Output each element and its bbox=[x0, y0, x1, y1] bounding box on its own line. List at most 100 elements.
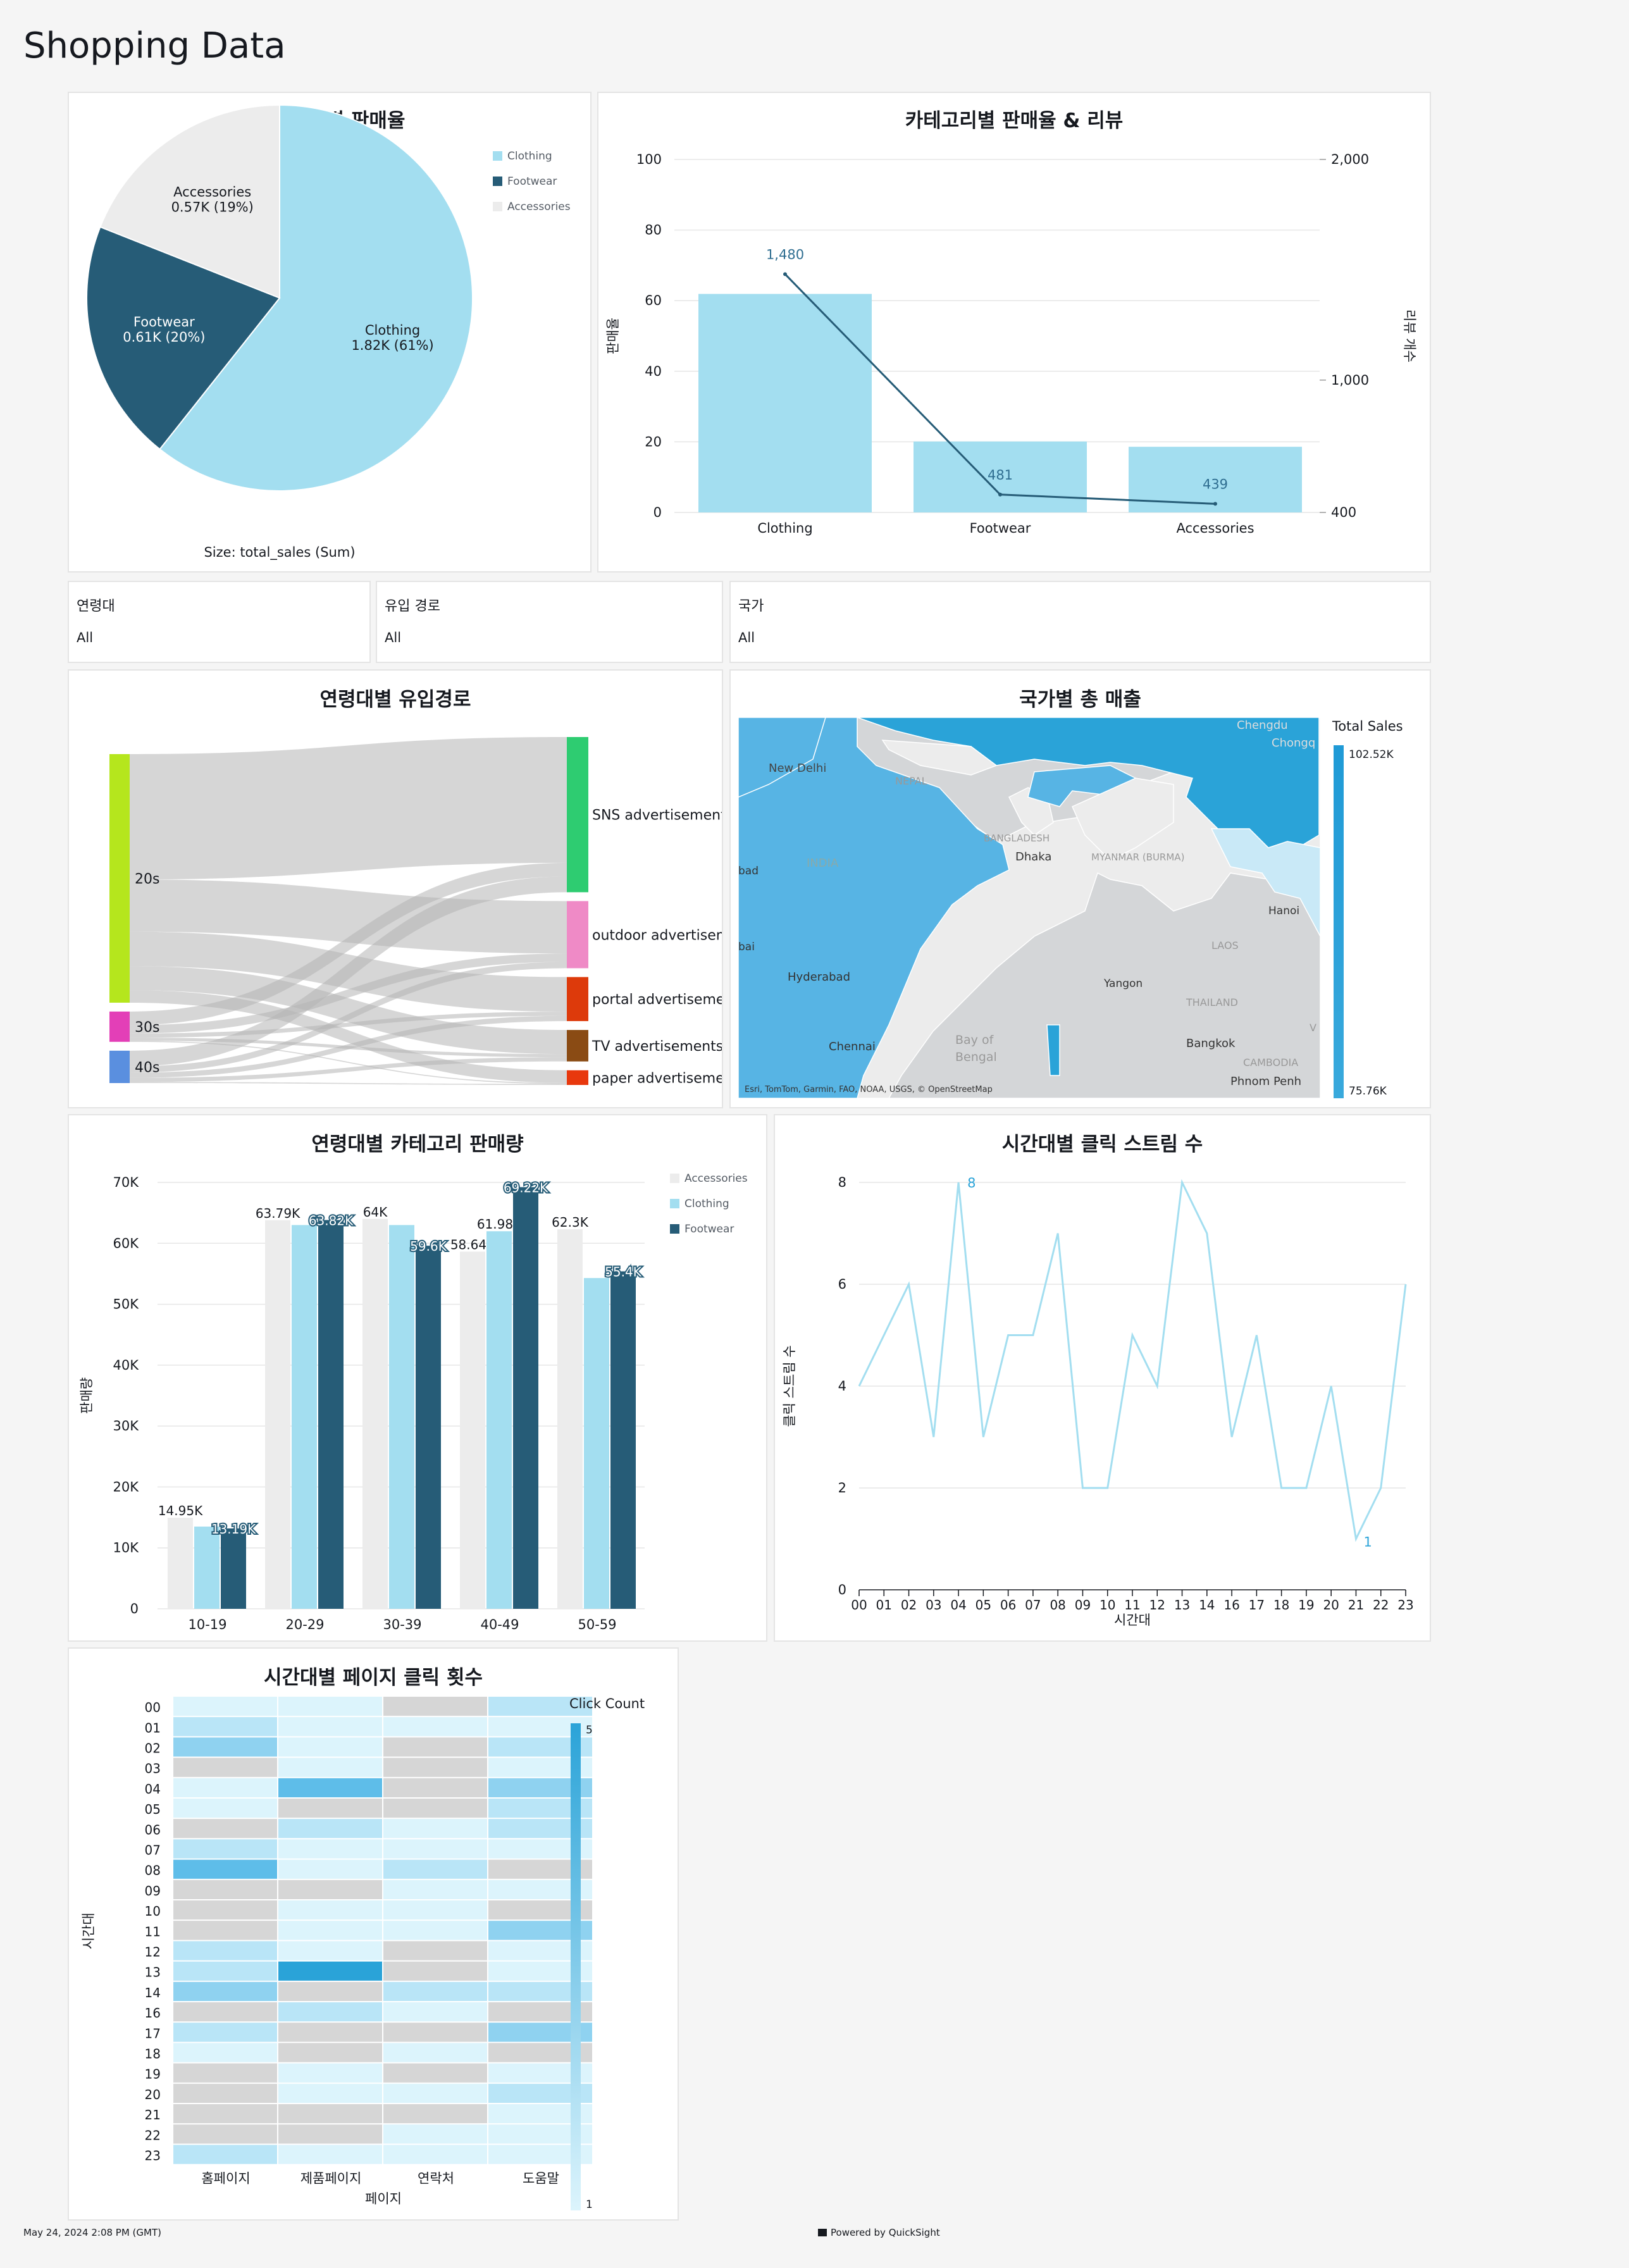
heatmap-cell[interactable] bbox=[278, 1921, 382, 1940]
combo-bar-clothing[interactable] bbox=[698, 294, 872, 512]
heatmap-cell[interactable] bbox=[278, 1799, 382, 1818]
heatmap-cell[interactable] bbox=[173, 1941, 277, 1961]
grouped-bar-accessories[interactable] bbox=[265, 1220, 290, 1609]
heatmap-cell[interactable] bbox=[278, 2023, 382, 2042]
heatmap-cell[interactable] bbox=[173, 2104, 277, 2124]
heatmap-cell[interactable] bbox=[278, 2124, 382, 2144]
sankey-chart[interactable]: 20s 30s 40s SNS advertisements outdoor adver… bbox=[69, 671, 722, 1107]
heatmap-chart[interactable]: 00 01 02 03 04 05 06 07 08 09 10 11 12 13 14 16 17 18 19 20… bbox=[69, 1649, 678, 2219]
heatmap-cell[interactable] bbox=[383, 2002, 487, 2022]
heatmap-cell[interactable] bbox=[383, 2124, 487, 2144]
grouped-bar-accessories[interactable] bbox=[460, 1251, 485, 1609]
heatmap-cell[interactable] bbox=[278, 2145, 382, 2164]
heatmap-cell[interactable] bbox=[173, 1778, 277, 1797]
grouped-bar-clothing[interactable] bbox=[194, 1527, 220, 1609]
heatmap-cell[interactable] bbox=[173, 1880, 277, 1899]
nepal-region[interactable] bbox=[881, 740, 998, 776]
heatmap-cell[interactable] bbox=[383, 1819, 487, 1838]
heatmap-cell[interactable] bbox=[173, 1799, 277, 1818]
filter-age-value[interactable]: All bbox=[77, 630, 94, 645]
heatmap-cell[interactable] bbox=[173, 1961, 277, 1981]
sankey-node-target[interactable] bbox=[567, 901, 588, 969]
heatmap-panel[interactable]: 시간대별 페이지 클릭 횟수 00 01 02 03 04 05 06 07 08 09 10 11 1… bbox=[68, 1647, 679, 2221]
line-panel[interactable]: 시간대별 클릭 스트림 수 0 2 4 6 8 클릭 스트림 수 00 01 02 03 04 05 0… bbox=[774, 1114, 1431, 1642]
grouped-bar-footwear[interactable] bbox=[318, 1220, 344, 1609]
grouped-bar-footwear[interactable] bbox=[513, 1187, 538, 1609]
heatmap-cell[interactable] bbox=[488, 1697, 592, 1716]
heatmap-cell[interactable] bbox=[278, 2043, 382, 2062]
heatmap-cell[interactable] bbox=[278, 1859, 382, 1879]
heatmap-cell[interactable] bbox=[278, 1717, 382, 1737]
heatmap-cell[interactable] bbox=[173, 1819, 277, 1838]
heatmap-cell[interactable] bbox=[383, 1921, 487, 1940]
heatmap-cell[interactable] bbox=[173, 1900, 277, 1920]
heatmap-cell[interactable] bbox=[173, 1697, 277, 1716]
heatmap-cell[interactable] bbox=[173, 1921, 277, 1940]
grouped-bar-chart[interactable]: 0 10K 20K 30K 40K 50K 60K 70K 판매량 14.95K 13.19K 10-… bbox=[69, 1115, 766, 1640]
grouped-bar-footwear[interactable] bbox=[610, 1271, 636, 1609]
heatmap-cell[interactable] bbox=[173, 2145, 277, 2164]
grouped-bar-clothing[interactable] bbox=[389, 1225, 414, 1609]
heatmap-cell[interactable] bbox=[278, 1839, 382, 1859]
sankey-node-target[interactable] bbox=[567, 1030, 588, 1062]
heatmap-cell[interactable] bbox=[278, 1880, 382, 1899]
heatmap-cell[interactable] bbox=[383, 1961, 487, 1981]
india-region[interactable] bbox=[738, 717, 1010, 1098]
heatmap-cell[interactable] bbox=[383, 1880, 487, 1899]
footer-powered[interactable]: Powered by QuickSight bbox=[818, 2227, 940, 2238]
heatmap-cell[interactable] bbox=[173, 2063, 277, 2083]
filter-country-value[interactable]: All bbox=[738, 630, 755, 645]
heatmap-cell[interactable] bbox=[278, 2104, 382, 2124]
heatmap-cell[interactable] bbox=[278, 1737, 382, 1757]
grouped-bar-clothing[interactable] bbox=[292, 1225, 317, 1609]
filter-age[interactable]: 연령대 All bbox=[68, 581, 371, 663]
sankey-node-20s[interactable] bbox=[109, 754, 130, 1003]
heatmap-cell[interactable] bbox=[278, 1697, 382, 1716]
grouped-bar-accessories[interactable] bbox=[362, 1218, 388, 1609]
heatmap-cell[interactable] bbox=[173, 2023, 277, 2042]
heatmap-cell[interactable] bbox=[278, 1981, 382, 2001]
combo-bar-footwear[interactable] bbox=[914, 441, 1087, 512]
heatmap-cell[interactable] bbox=[173, 1981, 277, 2001]
sankey-node-target[interactable] bbox=[567, 737, 588, 893]
heatmap-cell[interactable] bbox=[383, 1859, 487, 1879]
heatmap-cell[interactable] bbox=[383, 2043, 487, 2062]
heatmap-cell[interactable] bbox=[173, 2124, 277, 2144]
combo-chart-panel[interactable]: 카테고리별 판매율 & 리뷰 0 20 40 60 80 100 400 1,000 2,000… bbox=[597, 92, 1431, 573]
vietnam-region[interactable] bbox=[1210, 828, 1320, 937]
sankey-node-30s[interactable] bbox=[109, 1011, 130, 1042]
combo-chart[interactable]: 0 20 40 60 80 100 400 1,000 2,000 판매율 리뷰 개수 Clothin… bbox=[598, 93, 1430, 571]
heatmap-cell[interactable] bbox=[173, 2002, 277, 2022]
pie-slice-footwear[interactable] bbox=[86, 226, 281, 450]
heatmap-cell[interactable] bbox=[278, 1757, 382, 1777]
filter-channel-value[interactable]: All bbox=[385, 630, 402, 645]
heatmap-cell[interactable] bbox=[278, 2002, 382, 2022]
heatmap-cell[interactable] bbox=[173, 1859, 277, 1879]
pie-slice-accessories[interactable] bbox=[99, 104, 280, 299]
heatmap-cell[interactable] bbox=[278, 1900, 382, 1920]
myanmar-region[interactable] bbox=[1072, 778, 1174, 861]
sankey-node-target[interactable] bbox=[567, 977, 588, 1022]
northeast-india[interactable] bbox=[1027, 765, 1137, 807]
heatmap-cell[interactable] bbox=[278, 1778, 382, 1797]
sankey-node-target[interactable] bbox=[567, 1070, 588, 1085]
heatmap-cell[interactable] bbox=[383, 1737, 487, 1757]
india-northwest[interactable] bbox=[738, 717, 826, 798]
heatmap-cell[interactable] bbox=[383, 2063, 487, 2083]
heatmap-cell[interactable] bbox=[173, 1757, 277, 1777]
heatmap-cell[interactable] bbox=[173, 1737, 277, 1757]
andaman-islands[interactable] bbox=[1046, 1024, 1060, 1076]
heatmap-cell[interactable] bbox=[278, 2063, 382, 2083]
heatmap-cell[interactable] bbox=[278, 1819, 382, 1838]
grouped-bar-accessories[interactable] bbox=[557, 1229, 583, 1609]
heatmap-cell[interactable] bbox=[278, 1961, 382, 1981]
grouped-bar-footwear[interactable] bbox=[221, 1528, 246, 1609]
grouped-bar-footwear[interactable] bbox=[416, 1246, 441, 1609]
grouped-bar-accessories[interactable] bbox=[168, 1518, 193, 1609]
filter-country[interactable]: 국가 All bbox=[729, 581, 1431, 663]
heatmap-cell[interactable] bbox=[278, 2083, 382, 2103]
heatmap-cell[interactable] bbox=[383, 1717, 487, 1737]
